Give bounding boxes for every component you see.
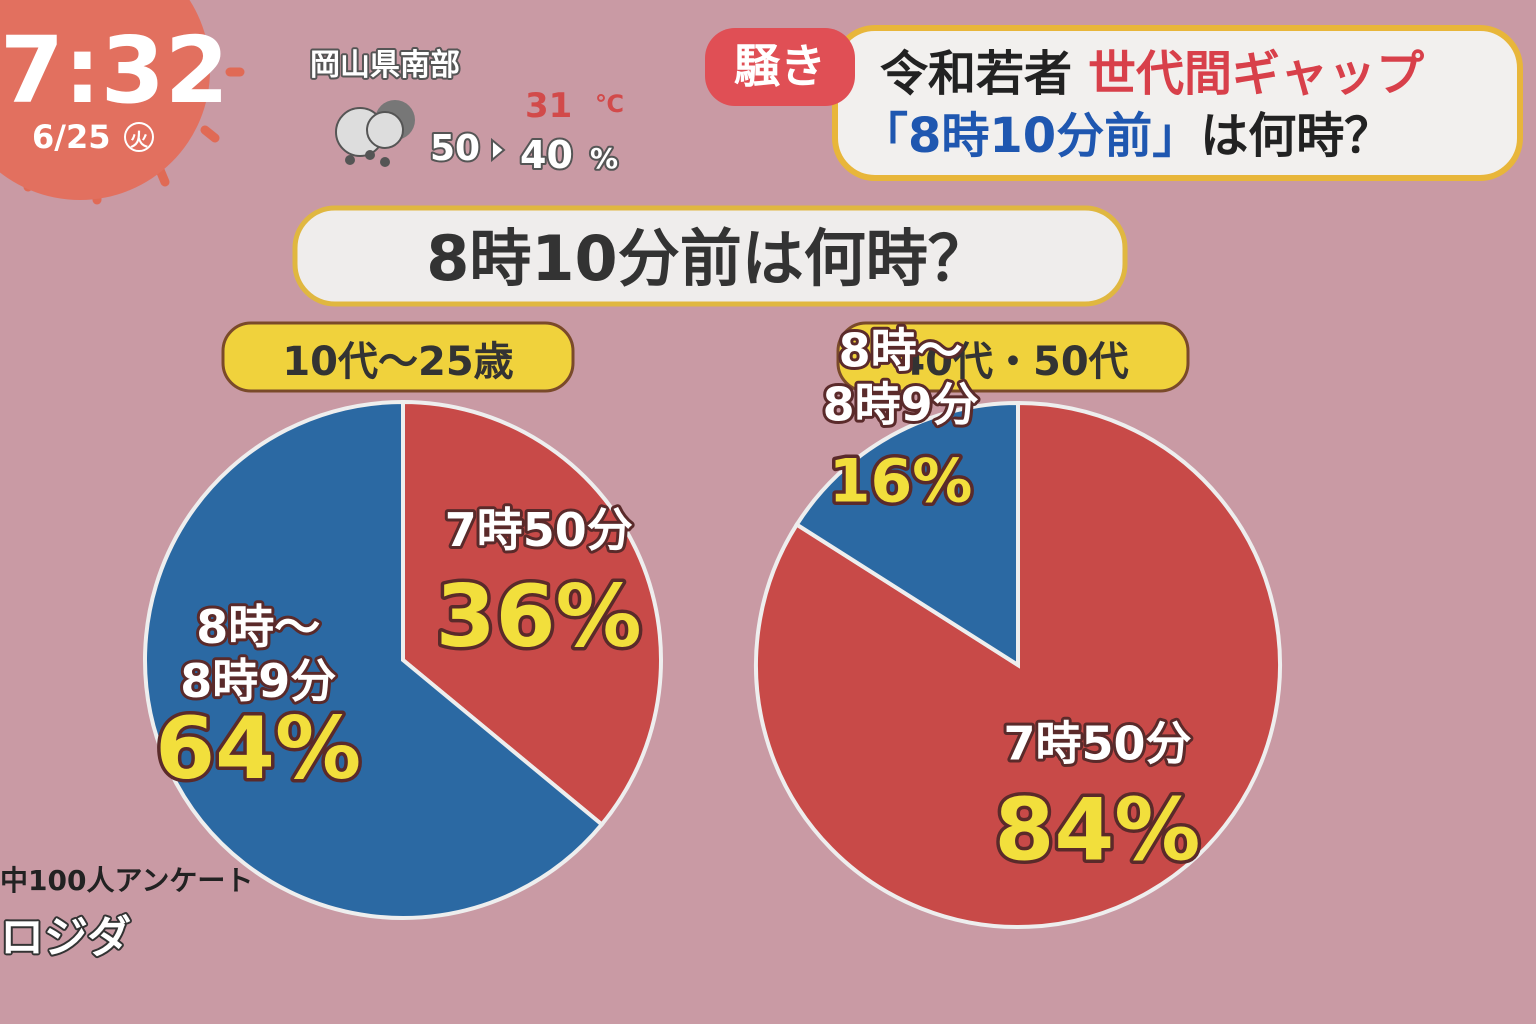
weather-icon [335, 100, 415, 167]
clock-weekday: 火 [130, 130, 149, 151]
clock-date: 6/25 [32, 118, 110, 156]
slice-label: 7時50分 [445, 503, 633, 557]
pie-slice [754, 400, 1282, 929]
precip-from: 50 [430, 128, 480, 169]
clock-time: 7:32 [0, 17, 229, 124]
title-box [292, 205, 1128, 307]
slice-label: 8時～ 8時9分 [823, 323, 979, 431]
pie-title: 40代・50代 [897, 339, 1128, 385]
clock-badge [0, 0, 210, 200]
tag-box [705, 28, 855, 106]
footnote-source: ロジダ [0, 912, 131, 963]
temperature-unit: ℃ [595, 90, 624, 118]
slice-label: 8時～ 8時9分 [180, 600, 336, 708]
slice-label-line: 8時9分 [823, 377, 979, 431]
headline-line1: 令和若者 世代間ギャップ [880, 46, 1424, 102]
precip-to: 40 [520, 133, 573, 177]
pie-title: 10代～25歳 [282, 339, 513, 385]
pie-title-box [221, 321, 575, 393]
headline-tag: 騒き [734, 39, 826, 93]
pie-slice [401, 399, 663, 828]
temperature: 31 [525, 86, 572, 126]
weekday-ring [124, 122, 154, 152]
headline-line2: 「8時10分前」は何時？ [860, 108, 1392, 164]
slice-value-label: 64% [155, 699, 361, 799]
pie-title-box [836, 321, 1190, 393]
slice-value-label: 84% [995, 781, 1201, 881]
headline-part: 「8時10分前」 [860, 108, 1200, 164]
slice-value-label: 36% [436, 567, 642, 667]
slice-value-label: 16% [829, 446, 973, 516]
weather-region: 岡山県南部 [310, 48, 460, 83]
pie-slice [794, 400, 1020, 669]
slice-label-line: 8時～ [839, 323, 963, 377]
slice-label: 7時50分 [1003, 717, 1191, 771]
headline-part: は何時？ [1200, 108, 1392, 164]
footnote: 中100人アンケート [0, 864, 253, 897]
headline-part: 世代間ギャップ [1088, 46, 1424, 102]
pie-slice [143, 399, 605, 920]
chart-title: 8時10分前は何時？ [426, 222, 989, 295]
slice-label-line: 8時9分 [180, 654, 336, 708]
precip-arrow [491, 137, 506, 163]
slice-label-line: 8時～ [196, 600, 320, 654]
headline-part: 令和若者 [880, 46, 1072, 102]
precip-unit: % [590, 142, 618, 175]
